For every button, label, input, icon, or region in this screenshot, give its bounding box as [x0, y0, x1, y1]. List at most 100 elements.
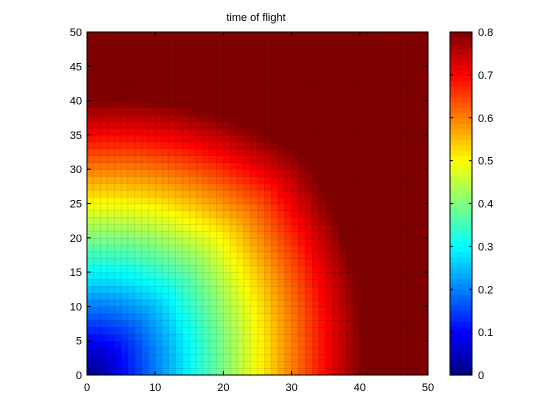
heatmap-cell: [93, 72, 102, 81]
heatmap-cell: [393, 292, 402, 301]
heatmap-cell: [189, 367, 197, 376]
heatmap-cell: [291, 100, 300, 109]
heatmap-cell: [250, 313, 259, 321]
heatmap-cell: [134, 162, 143, 170]
colorbar-tick-label: 0.1: [478, 327, 493, 339]
heatmap-cell: [127, 189, 136, 198]
heatmap-cell: [175, 210, 184, 218]
heatmap-cell: [318, 258, 327, 266]
heatmap-cell: [400, 237, 409, 246]
colorbar-band: [450, 262, 472, 269]
heatmap-cell: [148, 278, 156, 287]
heatmap-cell: [332, 244, 340, 253]
heatmap-cell: [141, 162, 149, 170]
heatmap-cell: [393, 100, 402, 109]
colorbar-band: [450, 267, 472, 274]
heatmap-cell: [209, 230, 218, 239]
heatmap-cell: [236, 189, 245, 198]
heatmap-cell: [202, 52, 211, 61]
heatmap-cell: [318, 100, 327, 109]
heatmap-cell: [325, 141, 334, 150]
heatmap-cell: [264, 326, 272, 335]
heatmap-cell: [93, 265, 102, 273]
heatmap-cell: [311, 141, 320, 150]
heatmap-cell: [339, 265, 347, 273]
heatmap-cell: [420, 127, 429, 136]
heatmap-cell: [202, 319, 211, 328]
heatmap-cell: [148, 244, 156, 253]
heatmap-cell: [305, 189, 313, 198]
heatmap-cell: [202, 354, 211, 362]
heatmap-cell: [270, 217, 279, 225]
x-tick-label: 0: [84, 382, 90, 394]
heatmap-cell: [318, 326, 327, 335]
heatmap-cell: [223, 107, 231, 115]
heatmap-cell: [318, 134, 327, 143]
heatmap-cell: [243, 299, 252, 308]
heatmap-cell: [148, 182, 156, 191]
heatmap-cell: [114, 127, 122, 136]
heatmap-cell: [386, 203, 395, 211]
heatmap-cell: [195, 230, 204, 239]
heatmap-cell: [284, 299, 293, 308]
heatmap-cell: [154, 340, 163, 349]
heatmap-cell: [209, 148, 218, 157]
heatmap-cell: [134, 114, 143, 122]
heatmap-cell: [148, 313, 156, 321]
heatmap-cell: [386, 168, 395, 177]
heatmap-cell: [195, 141, 204, 150]
heatmap-cell: [298, 79, 306, 88]
heatmap-cell: [264, 251, 272, 259]
heatmap-cell: [223, 244, 231, 253]
heatmap-cell: [134, 148, 143, 157]
heatmap-cell: [339, 223, 347, 232]
heatmap-cell: [339, 313, 347, 321]
heatmap-cell: [414, 333, 422, 342]
heatmap-cell: [189, 182, 197, 191]
heatmap-cell: [298, 223, 306, 232]
heatmap-cell: [243, 237, 252, 246]
heatmap-cell: [230, 31, 238, 40]
heatmap-cell: [257, 59, 265, 67]
heatmap-cell: [236, 175, 245, 184]
heatmap-cell: [332, 168, 340, 177]
heatmap-cell: [107, 100, 115, 109]
heatmap-cell: [168, 361, 177, 369]
heatmap-cell: [127, 306, 136, 314]
heatmap-cell: [400, 155, 409, 163]
heatmap-cell: [264, 127, 272, 136]
heatmap-cell: [305, 244, 313, 253]
heatmap-cell: [182, 196, 190, 205]
heatmap-cell: [223, 347, 231, 356]
heatmap-cell: [400, 59, 409, 67]
heatmap-cell: [209, 271, 218, 280]
heatmap-cell: [298, 354, 306, 362]
heatmap-cell: [250, 340, 259, 349]
heatmap-cell: [386, 230, 395, 239]
heatmap-cell: [216, 217, 225, 225]
heatmap-cell: [209, 278, 218, 287]
heatmap-cell: [202, 361, 211, 369]
heatmap-cell: [216, 162, 225, 170]
heatmap-cell: [380, 134, 388, 143]
heatmap-cell: [352, 223, 361, 232]
heatmap-cell: [352, 333, 361, 342]
heatmap-cell: [305, 285, 313, 294]
heatmap-cell: [230, 79, 238, 88]
heatmap-cell: [209, 244, 218, 253]
heatmap-cell: [230, 265, 238, 273]
heatmap-cell: [270, 38, 279, 47]
x-tick-label: 30: [285, 382, 297, 394]
heatmap-cell: [366, 326, 375, 335]
heatmap-cell: [420, 141, 429, 150]
heatmap-cell: [400, 217, 409, 225]
heatmap-cell: [420, 361, 429, 369]
y-tick-label: 40: [70, 96, 82, 108]
heatmap-cell: [209, 203, 218, 211]
heatmap-cell: [393, 134, 402, 143]
heatmap-cell: [332, 120, 340, 129]
heatmap-cell: [352, 354, 361, 362]
heatmap-cell: [270, 45, 279, 54]
heatmap-cell: [311, 52, 320, 61]
heatmap-cell: [373, 313, 381, 321]
